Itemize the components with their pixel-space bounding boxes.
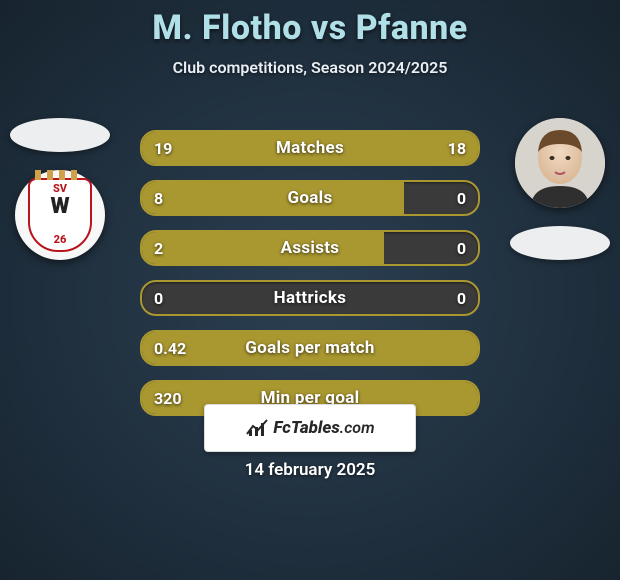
stat-row: 19Matches18 bbox=[140, 130, 480, 166]
player-right-column bbox=[505, 118, 615, 260]
stat-label: Assists bbox=[142, 232, 478, 264]
stat-label: Goals per match bbox=[142, 332, 478, 364]
stat-row: 2Assists0 bbox=[140, 230, 480, 266]
comparison-card: M. Flotho vs Pfanne Club competitions, S… bbox=[0, 8, 620, 580]
stat-value-right: 0 bbox=[457, 182, 466, 214]
stat-label: Goals bbox=[142, 182, 478, 214]
stats-bars: 19Matches188Goals02Assists00Hattricks00.… bbox=[140, 130, 480, 416]
stat-value-right: 18 bbox=[448, 132, 466, 164]
brand-name: FcTables bbox=[273, 418, 339, 438]
brand-badge[interactable]: FcTables.com bbox=[204, 404, 416, 452]
brand-text: FcTables.com bbox=[273, 418, 374, 438]
stat-row: 8Goals0 bbox=[140, 180, 480, 216]
avatar-placeholder-icon bbox=[515, 118, 605, 208]
player-left-column: SV W 26 bbox=[5, 118, 115, 260]
brand-domain: .com bbox=[340, 418, 375, 437]
crest-text-bottom: 26 bbox=[54, 233, 67, 246]
brand-chart-icon bbox=[245, 418, 269, 438]
page-subtitle: Club competitions, Season 2024/2025 bbox=[0, 58, 620, 77]
comparison-date: 14 february 2025 bbox=[0, 460, 620, 480]
page-title: M. Flotho vs Pfanne bbox=[0, 8, 620, 48]
stat-label: Hattricks bbox=[142, 282, 478, 314]
player-right-flag-placeholder bbox=[510, 226, 610, 260]
stat-label: Matches bbox=[142, 132, 478, 164]
stat-value-right: 0 bbox=[457, 282, 466, 314]
crest-shield-icon: SV W 26 bbox=[28, 178, 92, 252]
crest-text-mid: W bbox=[50, 194, 69, 219]
player-left-flag-placeholder bbox=[10, 118, 110, 152]
stat-row: 0.42Goals per match bbox=[140, 330, 480, 366]
player-left-club-crest: SV W 26 bbox=[15, 170, 105, 260]
stat-value-right: 0 bbox=[457, 232, 466, 264]
player-right-avatar bbox=[515, 118, 605, 208]
stat-row: 0Hattricks0 bbox=[140, 280, 480, 316]
